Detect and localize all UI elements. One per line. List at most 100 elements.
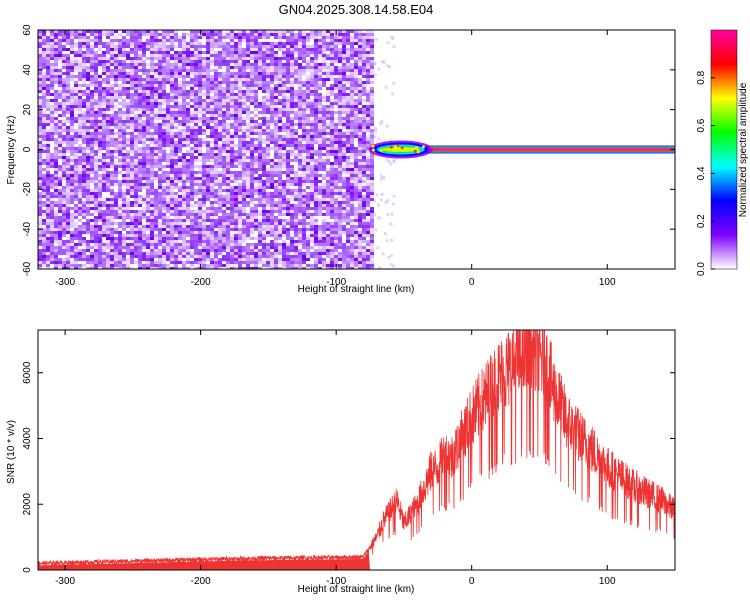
heatmap-cell [206,159,210,162]
heatmap-cell [86,66,90,69]
heatmap-cell [298,87,302,90]
heatmap-cell [126,138,130,141]
heatmap-cell [218,72,222,75]
heatmap-cell [278,141,282,144]
heatmap-cell [218,174,222,177]
heatmap-cell [282,84,286,87]
heatmap-cell [266,252,270,255]
heatmap-cell [198,129,202,132]
heatmap-cell [294,180,298,183]
heatmap-cell [154,45,158,48]
heatmap-cell [90,114,94,117]
heatmap-cell [298,66,302,69]
heatmap-cell [234,45,238,48]
heatmap-cell [162,120,166,123]
heatmap-cell [318,33,322,36]
heatmap-cell [234,210,238,213]
heatmap-cell [298,219,302,222]
heatmap-cell [150,156,154,159]
heatmap-cell [294,153,298,156]
heatmap-cell [202,45,206,48]
heatmap-cell [38,240,42,243]
heatmap-cell [54,180,58,183]
heatmap-cell [210,99,214,102]
heatmap-cell [178,156,182,159]
heatmap-cell [222,78,226,81]
heatmap-cell [254,102,258,105]
heatmap-cell [302,177,306,180]
heatmap-cell [278,207,282,210]
heatmap-cell [190,129,194,132]
heatmap-cell [86,162,90,165]
heatmap-cell [178,231,182,234]
heatmap-cell [170,120,174,123]
heatmap-cell [118,69,122,72]
heatmap-cell [102,102,106,105]
heatmap-cell [290,228,294,231]
heatmap-cell [178,147,182,150]
heatmap-cell [78,78,82,81]
heatmap-cell [102,57,106,60]
heatmap-cell [274,129,278,132]
heatmap-cell [90,252,94,255]
heatmap-cell [310,219,314,222]
heatmap-cell [306,63,310,66]
heatmap-cell [314,237,318,240]
heatmap-cell [214,129,218,132]
heatmap-cell [174,102,178,105]
heatmap-cell [178,39,182,42]
heatmap-cell [206,207,210,210]
heatmap-cell [214,144,218,147]
heatmap-cell [194,204,198,207]
heatmap-cell [174,153,178,156]
heatmap-cell [130,84,134,87]
heatmap-cell [154,150,158,153]
heatmap-cell [154,192,158,195]
heatmap-cell [214,225,218,228]
heatmap-cell [102,144,106,147]
heatmap-cell [182,183,186,186]
heatmap-cell [230,207,234,210]
heatmap-cell [210,174,214,177]
heatmap-cell [46,90,50,93]
heatmap-cell [102,249,106,252]
heatmap-cell [74,147,78,150]
heatmap-cell [250,93,254,96]
heatmap-cell [194,219,198,222]
heatmap-cell [234,198,238,201]
heatmap-cell [254,198,258,201]
heatmap-cell [310,66,314,69]
heatmap-cell [274,186,278,189]
heatmap-cell [126,42,130,45]
heatmap-cell [202,129,206,132]
heatmap-cell [142,126,146,129]
heatmap-cell [78,180,82,183]
heatmap-cell [110,57,114,60]
heatmap-cell [226,96,230,99]
heatmap-cell [286,249,290,252]
heatmap-cell [246,258,250,261]
heatmap-cell [222,195,226,198]
heatmap-cell [242,222,246,225]
heatmap-cell [170,153,174,156]
heatmap-cell [206,177,210,180]
heatmap-cell [102,186,106,189]
heatmap-cell [210,222,214,225]
heatmap-cell [222,249,226,252]
heatmap-cell [66,99,70,102]
heatmap-cell [290,168,294,171]
heatmap-cell [106,42,110,45]
heatmap-cell [186,144,190,147]
heatmap-cell [166,114,170,117]
heatmap-cell [66,216,70,219]
heatmap-cell [314,243,318,246]
heatmap-cell [118,96,122,99]
heatmap-cell [86,84,90,87]
heatmap-cell [306,165,310,168]
heatmap-cell [194,252,198,255]
heatmap-cell [98,63,102,66]
heatmap-cell [46,186,50,189]
heatmap-cell [246,246,250,249]
heatmap-cell [38,111,42,114]
heatmap-cell [202,228,206,231]
